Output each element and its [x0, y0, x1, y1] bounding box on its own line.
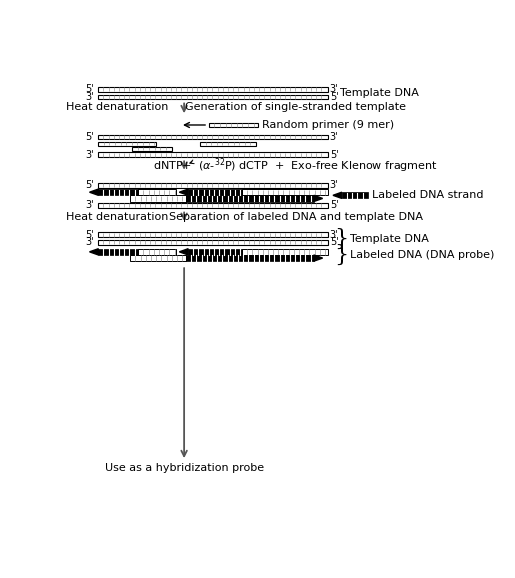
Polygon shape: [90, 249, 98, 255]
Bar: [132, 147, 172, 151]
Bar: [98, 183, 328, 187]
Bar: [138, 249, 176, 255]
Bar: [98, 87, 328, 92]
Bar: [242, 189, 328, 195]
Text: 3': 3': [330, 230, 338, 240]
Text: 5': 5': [85, 84, 94, 94]
Text: Heat denaturation: Heat denaturation: [66, 212, 169, 222]
Text: }: }: [334, 244, 348, 266]
Text: 5': 5': [85, 230, 94, 240]
Bar: [98, 232, 328, 238]
Text: Generation of single-stranded template: Generation of single-stranded template: [185, 102, 406, 112]
Bar: [98, 135, 328, 139]
Polygon shape: [314, 255, 322, 261]
Bar: [188, 189, 242, 195]
Bar: [98, 153, 328, 157]
Text: }: }: [334, 228, 348, 250]
Bar: [98, 142, 156, 146]
Text: 5': 5': [330, 200, 338, 210]
Text: Template DNA: Template DNA: [340, 88, 419, 98]
Text: 3': 3': [85, 200, 94, 210]
Text: 3': 3': [85, 150, 94, 160]
Text: Labeled DNA (DNA probe): Labeled DNA (DNA probe): [350, 250, 494, 260]
Bar: [130, 255, 186, 261]
Polygon shape: [314, 195, 322, 202]
Bar: [186, 255, 314, 261]
Text: 5': 5': [330, 150, 338, 160]
Text: 3': 3': [85, 238, 94, 247]
Polygon shape: [179, 189, 188, 195]
Bar: [342, 192, 368, 198]
Bar: [188, 249, 242, 255]
Text: 3': 3': [330, 180, 338, 190]
Text: 5': 5': [330, 238, 338, 247]
Bar: [242, 249, 328, 255]
Text: 5': 5': [85, 132, 94, 142]
Text: Separation of labeled DNA and template DNA: Separation of labeled DNA and template D…: [169, 212, 423, 222]
Bar: [209, 123, 258, 127]
Polygon shape: [333, 192, 342, 198]
Bar: [130, 195, 186, 202]
Text: dNTP+  ($\alpha$-$^{32}$P) dCTP  +  Exo-free Klenow fragment: dNTP+ ($\alpha$-$^{32}$P) dCTP + Exo-fre…: [153, 157, 438, 175]
Bar: [200, 142, 256, 146]
Polygon shape: [179, 249, 188, 255]
Text: Use as a hybridization probe: Use as a hybridization probe: [105, 462, 264, 473]
Text: 3': 3': [85, 92, 94, 102]
Text: 5': 5': [330, 92, 338, 102]
Text: Heat denaturation: Heat denaturation: [66, 102, 169, 112]
Text: Labeled DNA strand: Labeled DNA strand: [372, 190, 483, 201]
Text: 3': 3': [330, 84, 338, 94]
Bar: [98, 189, 138, 195]
Bar: [98, 203, 328, 208]
Polygon shape: [90, 189, 98, 195]
Bar: [138, 189, 176, 195]
Bar: [98, 240, 328, 245]
Text: 3': 3': [330, 132, 338, 142]
Text: Random primer (9 mer): Random primer (9 mer): [262, 120, 394, 130]
Bar: [98, 249, 138, 255]
Text: Template DNA: Template DNA: [350, 234, 428, 244]
Bar: [186, 195, 314, 202]
Bar: [98, 95, 328, 99]
Text: 5': 5': [85, 180, 94, 190]
